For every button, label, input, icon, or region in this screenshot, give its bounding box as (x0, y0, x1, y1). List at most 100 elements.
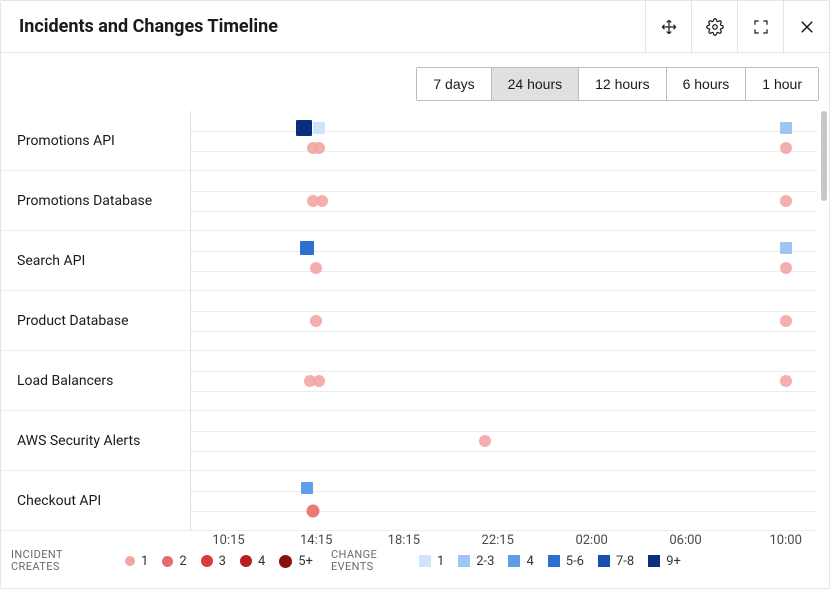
panel-title: Incidents and Changes Timeline (1, 16, 645, 37)
legend-label: 7-8 (616, 554, 634, 569)
legend: INCIDENT CREATES 1 2 3 4 5+ CHANGE EVENTS 1 2… (1, 545, 829, 588)
legend-swatch (419, 555, 431, 567)
change-legend-item[interactable]: 1 (419, 554, 444, 569)
service-row-label[interactable]: Promotions Database (1, 171, 190, 231)
incident-legend-item[interactable]: 5+ (279, 554, 313, 569)
plot-row (191, 171, 817, 231)
change-legend-item[interactable]: 9+ (648, 554, 681, 569)
incident-marker[interactable] (780, 142, 792, 154)
plot-row (191, 351, 817, 411)
plot-row (191, 411, 817, 471)
legend-swatch (279, 555, 292, 568)
legend-label: 5+ (298, 554, 313, 569)
time-range-button[interactable]: 1 hour (745, 67, 819, 101)
plot-row (191, 231, 817, 291)
incident-legend-title: INCIDENT CREATES (11, 549, 107, 574)
change-legend-item[interactable]: 2-3 (458, 554, 494, 569)
legend-label: 5-6 (566, 554, 584, 569)
time-range-row: 7 days24 hours12 hours6 hours1 hour (1, 53, 829, 111)
time-range-group: 7 days24 hours12 hours6 hours1 hour (416, 67, 819, 101)
time-range-button[interactable]: 7 days (416, 67, 491, 101)
incident-legend-item[interactable]: 2 (162, 554, 186, 569)
panel-header: Incidents and Changes Timeline (1, 1, 829, 53)
legend-swatch (240, 555, 252, 567)
legend-label: 2 (179, 554, 186, 569)
incident-marker[interactable] (313, 142, 325, 154)
incident-legend-items: 1 2 3 4 5+ (125, 554, 313, 569)
plot-row (191, 111, 817, 171)
change-marker[interactable] (313, 122, 325, 134)
incident-marker[interactable] (310, 262, 322, 274)
incident-marker[interactable] (780, 375, 792, 387)
plot-area (191, 111, 817, 531)
service-row-label[interactable]: Promotions API (1, 111, 190, 171)
move-icon (660, 18, 678, 36)
legend-swatch (125, 556, 135, 566)
legend-label: 1 (141, 554, 148, 569)
time-range-button[interactable]: 24 hours (491, 67, 579, 101)
panel-header-actions (645, 1, 829, 52)
incident-legend-item[interactable]: 4 (240, 554, 265, 569)
fullscreen-button[interactable] (737, 1, 783, 52)
gear-icon (706, 18, 724, 36)
chart-body: Promotions APIPromotions DatabaseSearch … (1, 111, 829, 588)
change-legend-title: CHANGE EVENTS (331, 549, 401, 574)
legend-swatch (458, 555, 470, 567)
settings-button[interactable] (691, 1, 737, 52)
change-legend-item[interactable]: 4 (508, 554, 533, 569)
legend-swatch (162, 556, 173, 567)
legend-label: 4 (526, 554, 533, 569)
change-marker[interactable] (300, 241, 314, 255)
time-range-button[interactable]: 6 hours (666, 67, 747, 101)
plot-row (191, 291, 817, 351)
service-row-label[interactable]: Load Balancers (1, 351, 190, 411)
x-axis: 10:1514:1518:1522:1502:0006:0010:00 (191, 531, 817, 545)
legend-swatch (548, 555, 560, 567)
close-button[interactable] (783, 1, 829, 52)
change-marker[interactable] (780, 242, 792, 254)
service-row-label[interactable]: Search API (1, 231, 190, 291)
change-legend-item[interactable]: 5-6 (548, 554, 584, 569)
incident-marker[interactable] (310, 315, 322, 327)
x-axis-tick: 02:00 (575, 533, 607, 548)
legend-label: 4 (258, 554, 265, 569)
legend-label: 1 (437, 554, 444, 569)
time-range-button[interactable]: 12 hours (578, 67, 666, 101)
expand-icon (752, 18, 770, 36)
x-axis-tick: 22:15 (482, 533, 514, 548)
incident-marker[interactable] (307, 505, 320, 518)
incident-marker[interactable] (313, 375, 325, 387)
close-icon (798, 18, 816, 36)
x-axis-tick: 10:00 (770, 533, 802, 548)
service-row-label[interactable]: Checkout API (1, 471, 190, 531)
legend-swatch (598, 555, 610, 567)
change-legend-item[interactable]: 7-8 (598, 554, 634, 569)
incident-marker[interactable] (479, 435, 491, 447)
change-marker[interactable] (780, 122, 792, 134)
chart-area: Promotions APIPromotions DatabaseSearch … (1, 111, 829, 531)
service-row-label[interactable]: Product Database (1, 291, 190, 351)
x-axis-tick: 14:15 (300, 533, 332, 548)
plot-row (191, 471, 817, 531)
legend-label: 2-3 (476, 554, 494, 569)
incident-marker[interactable] (316, 195, 328, 207)
move-button[interactable] (645, 1, 691, 52)
incident-marker[interactable] (780, 315, 792, 327)
x-axis-tick: 06:00 (669, 533, 701, 548)
incident-marker[interactable] (780, 195, 792, 207)
change-marker[interactable] (301, 482, 313, 494)
change-marker[interactable] (296, 120, 312, 136)
row-labels: Promotions APIPromotions DatabaseSearch … (1, 111, 191, 531)
change-legend-items: 1 2-3 4 5-6 7-8 9+ (419, 554, 681, 569)
incident-marker[interactable] (780, 262, 792, 274)
incident-legend-item[interactable]: 3 (201, 554, 226, 569)
legend-swatch (648, 555, 660, 567)
service-row-label[interactable]: AWS Security Alerts (1, 411, 190, 471)
legend-swatch (201, 555, 213, 567)
legend-label: 3 (219, 554, 226, 569)
legend-swatch (508, 555, 520, 567)
x-axis-tick: 10:15 (212, 533, 244, 548)
incident-legend-item[interactable]: 1 (125, 554, 148, 569)
legend-label: 9+ (666, 554, 681, 569)
timeline-panel: Incidents and Changes Timeline 7 days24 … (0, 0, 830, 589)
